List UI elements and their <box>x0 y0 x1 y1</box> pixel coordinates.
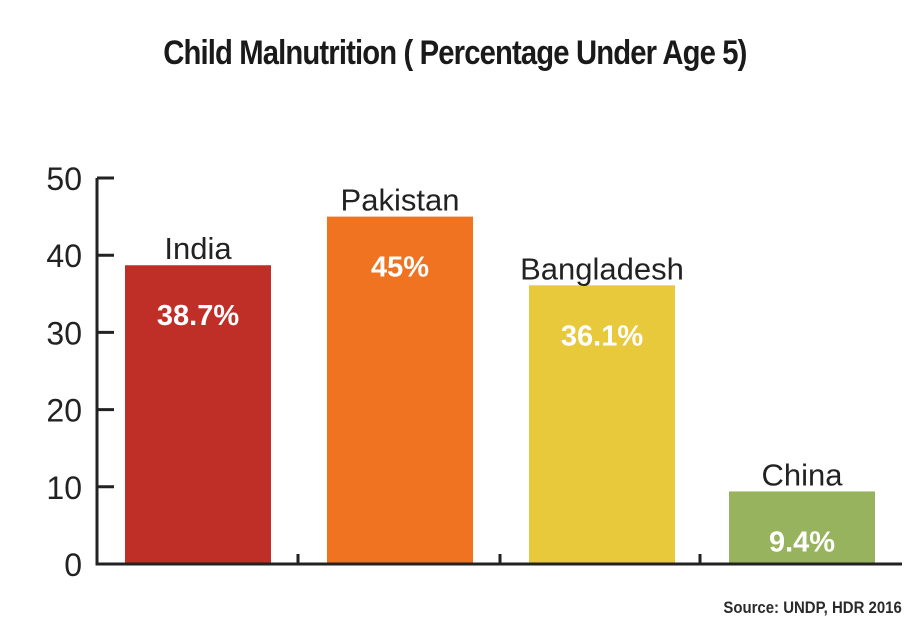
value-label-bangladesh: 36.1% <box>561 320 643 352</box>
category-label-india: India <box>164 231 232 266</box>
bar-bangladesh <box>529 285 675 564</box>
y-tick-label: 40 <box>46 238 82 274</box>
bar-pakistan <box>327 216 473 564</box>
y-tick-label: 0 <box>64 547 82 583</box>
category-label-pakistan: Pakistan <box>341 183 460 218</box>
source-note: Source: UNDP, HDR 2016 <box>723 598 902 617</box>
category-label-china: China <box>762 457 844 492</box>
y-tick-label: 50 <box>46 161 82 197</box>
bar-india <box>125 265 271 564</box>
chart-title: Child Malnutrition ( Percentage Under Ag… <box>163 34 747 72</box>
value-label-china: 9.4% <box>769 526 835 558</box>
bar-china <box>729 491 875 564</box>
axis-layer: 0 10 20 30 40 50 <box>46 161 902 583</box>
y-tick-label: 10 <box>46 470 82 506</box>
y-tick-label: 20 <box>46 393 82 429</box>
category-label-bangladesh: Bangladesh <box>520 251 684 286</box>
y-tick-label: 30 <box>46 315 82 351</box>
bars-layer: India 38.7% Pakistan 45% Bangladesh 36.1% Chin… <box>125 183 875 564</box>
value-label-india: 38.7% <box>157 300 239 332</box>
value-label-pakistan: 45% <box>371 252 429 284</box>
